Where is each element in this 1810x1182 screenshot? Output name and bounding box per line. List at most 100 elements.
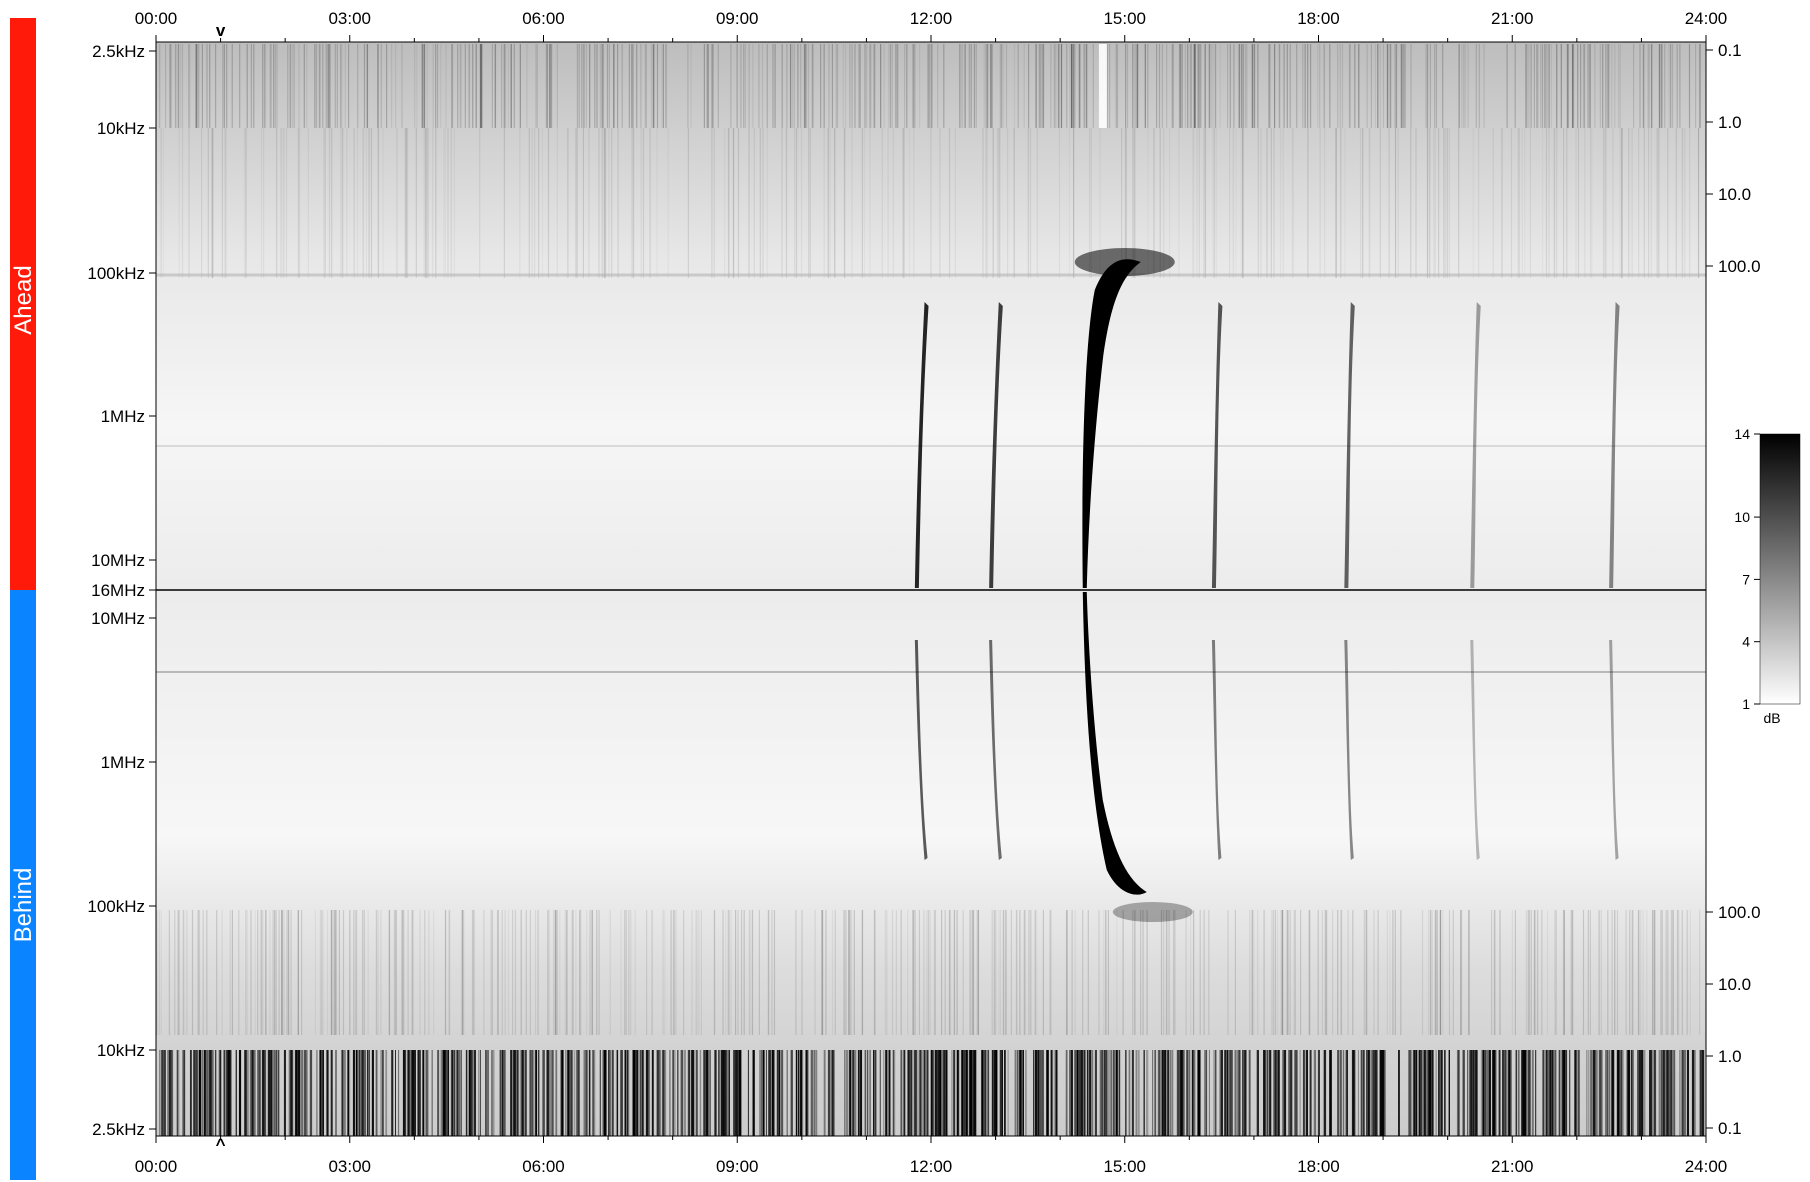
low-band-streak (801, 1050, 802, 1136)
low-band-streak (903, 1050, 906, 1136)
texture-streak (1296, 44, 1298, 128)
texture-streak (970, 44, 972, 128)
low-band-streak (380, 1050, 383, 1136)
texture-streak (1192, 128, 1194, 278)
texture-streak (1213, 128, 1215, 278)
texture-streak (1540, 44, 1542, 128)
low-band-streak (424, 1050, 427, 1136)
low-band-streak (790, 1050, 793, 1136)
texture-streak (529, 910, 531, 1035)
texture-streak (1133, 910, 1135, 1035)
low-band-streak (1313, 1050, 1316, 1136)
texture-streak (275, 44, 277, 128)
low-band-streak (887, 1050, 890, 1136)
texture-streak (1039, 44, 1041, 128)
texture-streak (566, 910, 568, 1035)
texture-streak (547, 128, 550, 278)
texture-streak (504, 44, 507, 128)
low-band-streak (235, 1050, 237, 1136)
low-band-streak (209, 1050, 212, 1136)
time-tick-label-top: 12:00 (910, 9, 953, 28)
low-band-streak (1542, 1050, 1545, 1136)
texture-streak (1115, 44, 1117, 128)
low-band-streak (1007, 1050, 1009, 1136)
texture-streak (1647, 44, 1649, 128)
texture-streak (1132, 44, 1134, 128)
texture-streak (1167, 910, 1169, 1035)
texture-streak (1458, 44, 1460, 128)
low-band-streak (1415, 1050, 1418, 1136)
low-band-streak (1569, 1050, 1570, 1136)
low-band-streak (1070, 1050, 1073, 1136)
texture-streak (510, 44, 512, 128)
low-band-streak (382, 1050, 384, 1136)
texture-streak (800, 128, 803, 278)
texture-streak (318, 44, 320, 128)
texture-streak (874, 44, 876, 128)
texture-streak (869, 44, 871, 128)
texture-streak (1546, 910, 1549, 1035)
texture-streak (525, 910, 527, 1035)
low-band-streak (385, 1050, 388, 1136)
freq-tick-label-behind: 2.5kHz (92, 1120, 145, 1139)
low-band-streak (1474, 1050, 1477, 1136)
low-band-streak (316, 1050, 318, 1136)
texture-streak (1058, 44, 1060, 128)
low-band-streak (691, 1050, 694, 1136)
low-band-streak (1277, 1050, 1280, 1136)
low-band-streak (1630, 1050, 1632, 1136)
texture-streak (1377, 44, 1379, 128)
low-band-streak (501, 1050, 504, 1136)
texture-streak (1358, 44, 1360, 128)
texture-streak (1348, 44, 1350, 128)
texture-streak (1339, 44, 1341, 128)
texture-streak (481, 44, 483, 128)
low-band-streak (225, 1050, 229, 1136)
texture-streak (851, 128, 853, 278)
low-band-streak (778, 1050, 781, 1136)
low-band-streak (1192, 1050, 1193, 1136)
low-band-streak (470, 1050, 473, 1136)
low-band-streak (771, 1050, 774, 1136)
low-band-streak (1101, 1050, 1104, 1136)
texture-streak (748, 44, 750, 128)
texture-streak (297, 910, 299, 1035)
texture-streak (1681, 128, 1683, 278)
low-band-streak (937, 1050, 940, 1136)
texture-streak (445, 44, 447, 128)
low-band-streak (450, 1050, 453, 1136)
texture-streak (762, 128, 764, 278)
texture-streak (307, 128, 309, 278)
texture-streak (1517, 128, 1519, 278)
texture-streak (432, 128, 434, 278)
texture-streak (848, 910, 850, 1035)
low-band-streak (592, 1050, 595, 1136)
texture-streak (913, 128, 915, 278)
texture-streak (377, 128, 380, 278)
texture-streak (1196, 128, 1198, 278)
texture-streak (1121, 128, 1123, 278)
texture-streak (850, 910, 853, 1035)
low-band-streak (1053, 1050, 1055, 1136)
low-band-streak (320, 1050, 323, 1136)
low-band-streak (1290, 1050, 1293, 1136)
low-band-streak (935, 1050, 938, 1136)
texture-streak (501, 910, 503, 1035)
texture-streak (298, 44, 300, 128)
low-band-streak (161, 1050, 164, 1136)
texture-streak (1442, 44, 1444, 128)
texture-streak (265, 44, 267, 128)
texture-streak (1147, 44, 1149, 128)
low-band-streak (195, 1050, 198, 1136)
low-band-streak (1234, 1050, 1237, 1136)
low-band-streak (1502, 1050, 1505, 1136)
low-band-streak (845, 1050, 849, 1136)
low-band-streak (889, 1050, 891, 1136)
texture-streak (1638, 128, 1640, 278)
texture-streak (1245, 44, 1247, 128)
texture-streak (579, 910, 581, 1035)
texture-streak (1257, 44, 1259, 128)
texture-streak (283, 910, 285, 1035)
texture-streak (903, 128, 905, 278)
texture-streak (513, 44, 515, 128)
